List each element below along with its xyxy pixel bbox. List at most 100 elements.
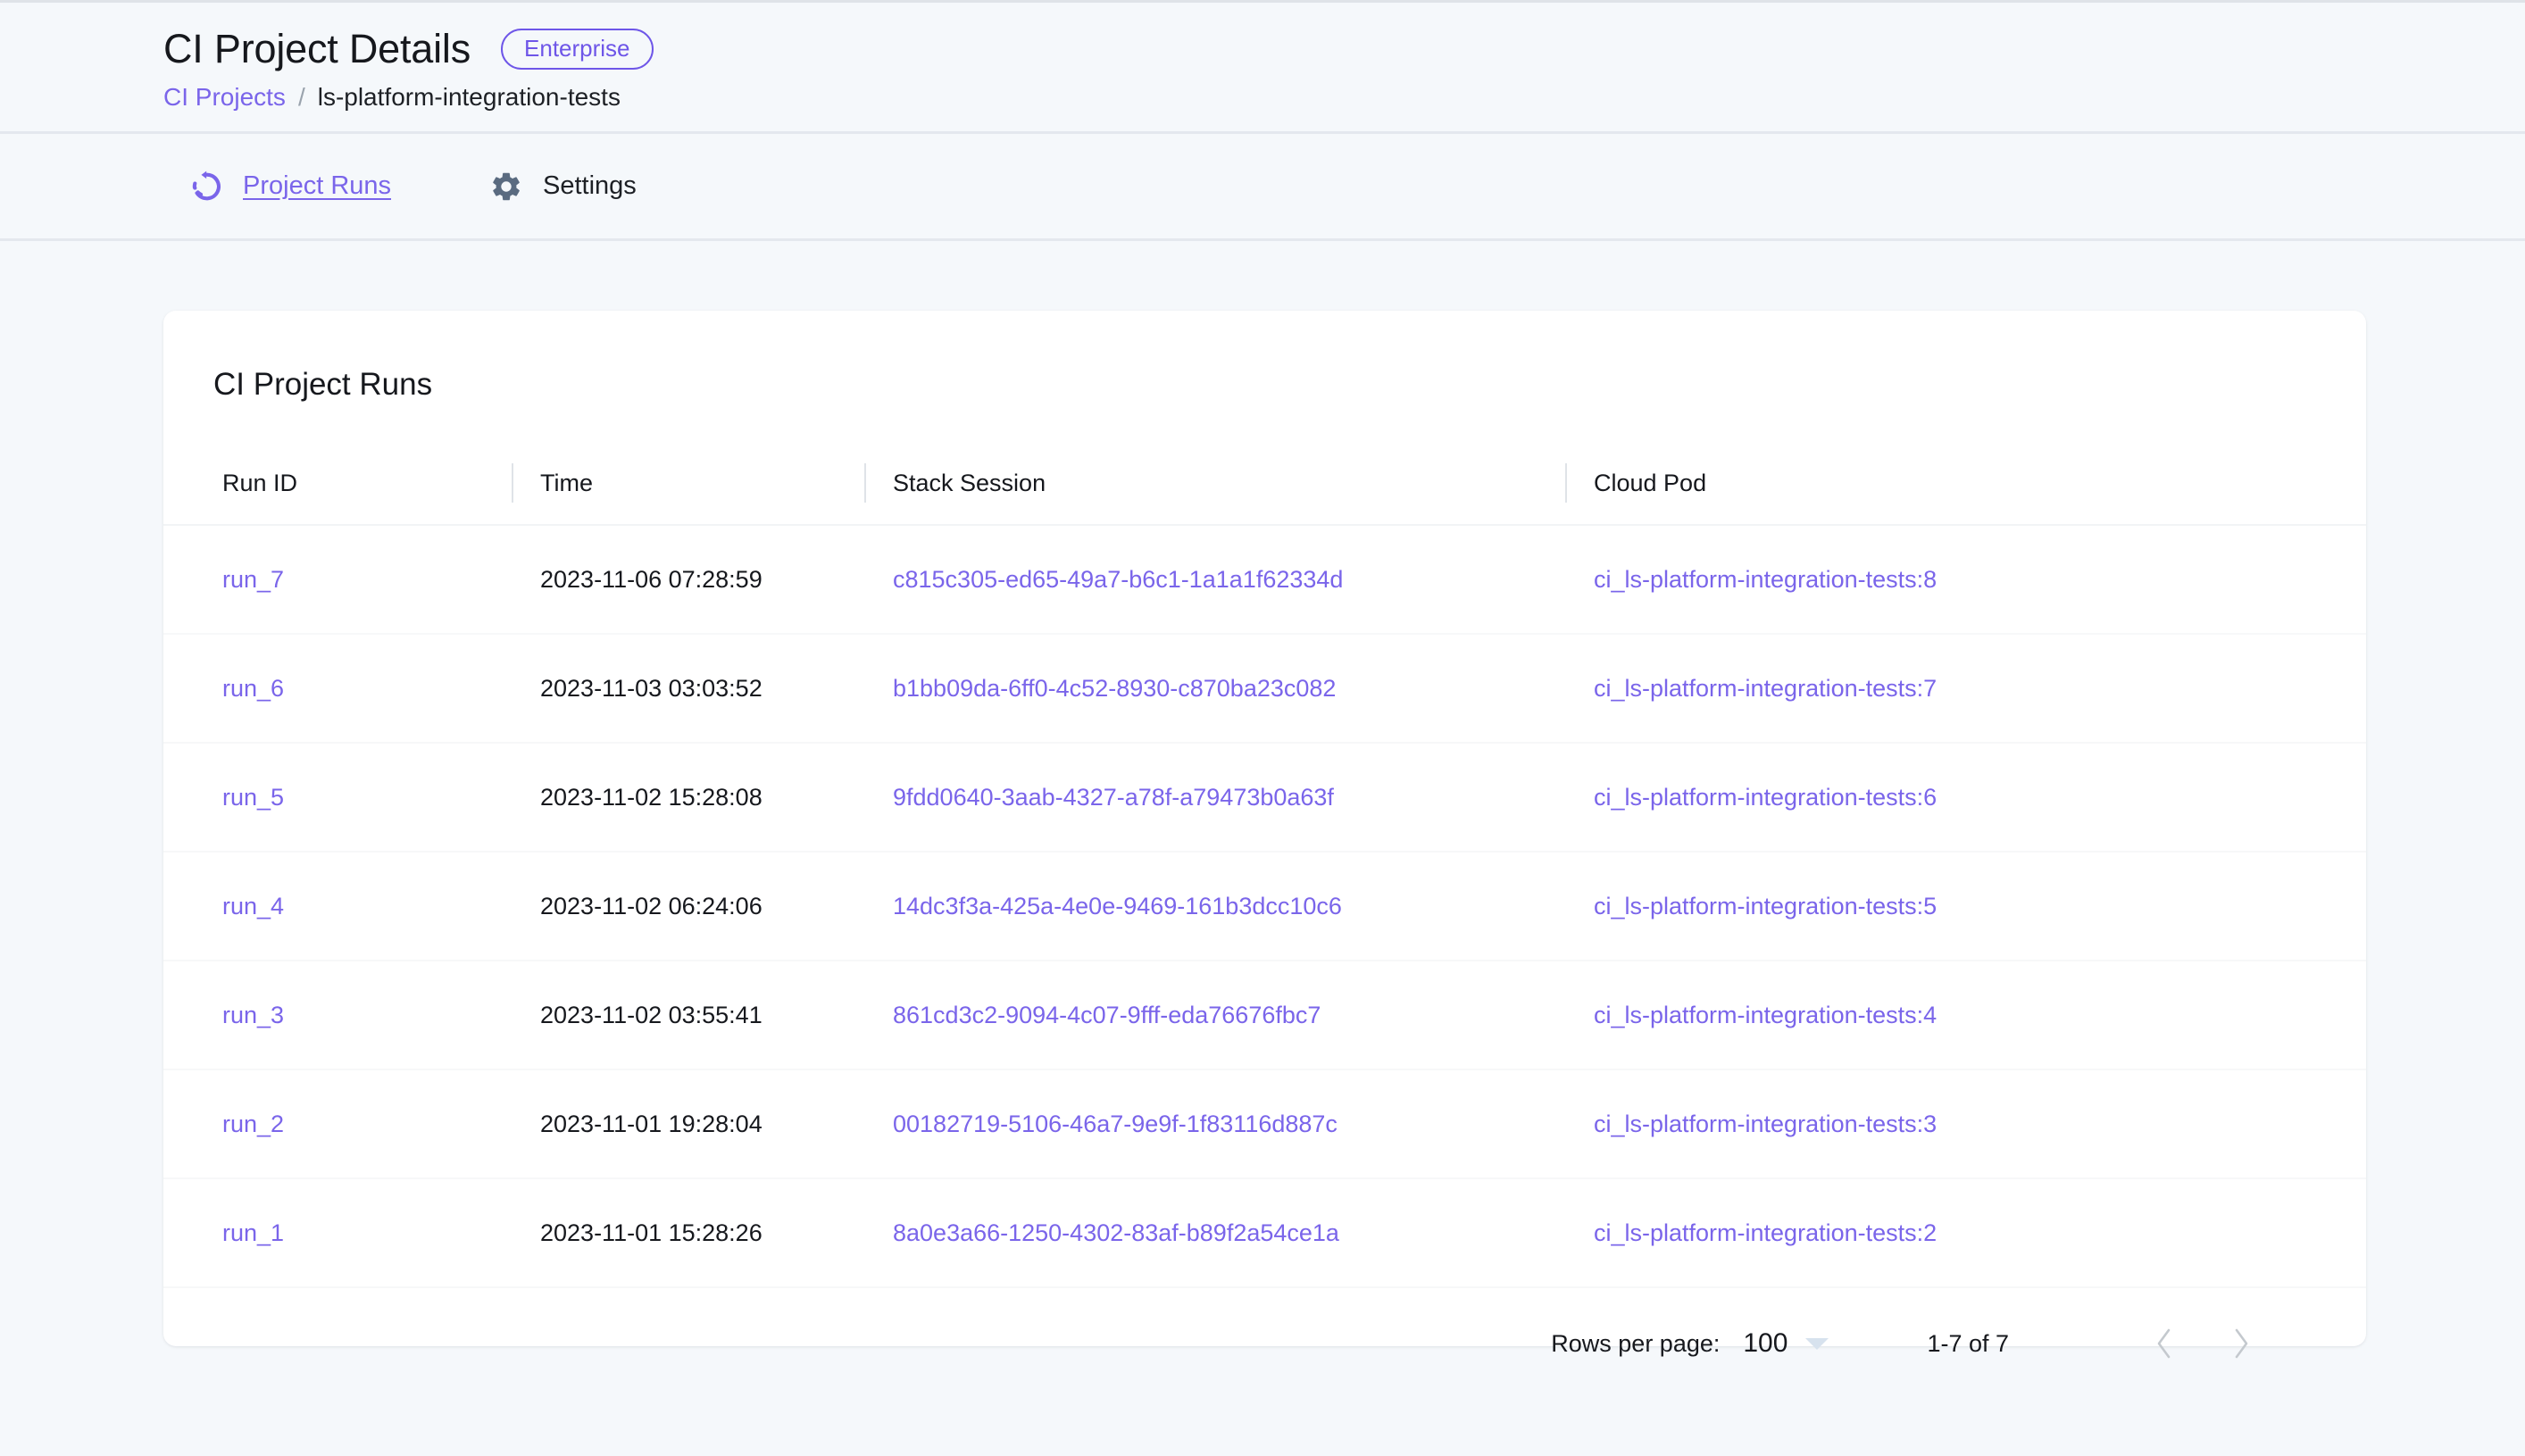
cell-cloud-pod-link[interactable]: ci_ls-platform-integration-tests:6	[1594, 784, 1938, 811]
column-divider	[1565, 463, 1567, 503]
table-row: run_2 2023-11-01 19:28:04 00182719-5106-46…	[163, 1069, 2366, 1179]
cell-time: 2023-11-02 03:55:41	[512, 961, 864, 1070]
cell-cloud-pod-link[interactable]: ci_ls-platform-integration-tests:5	[1594, 893, 1938, 919]
previous-page-button[interactable]	[2145, 1324, 2184, 1363]
column-header-run-id: Run ID	[163, 470, 512, 526]
cell-time-text: 2023-11-03 03:03:52	[540, 675, 762, 702]
cell-time-text: 2023-11-01 19:28:04	[540, 1111, 762, 1137]
cell-run-id-link[interactable]: run_1	[222, 1219, 285, 1246]
cell-stack-session-link[interactable]: 00182719-5106-46a7-9e9f-1f83116d887c	[893, 1111, 1338, 1137]
cell-run-id-link[interactable]: run_6	[222, 675, 285, 702]
ci-project-runs-table: Run ID Time Stack Session Cloud Pod	[163, 463, 2366, 1288]
column-divider	[864, 463, 866, 503]
cell-stack-session: 9fdd0640-3aab-4327-a78f-a79473b0a63f	[864, 743, 1565, 853]
cell-stack-session-link[interactable]: c815c305-ed65-49a7-b6c1-1a1a1f62334d	[893, 566, 1344, 593]
cell-stack-session-link[interactable]: 861cd3c2-9094-4c07-9fff-eda76676fbc7	[893, 1002, 1321, 1028]
table-body: run_7 2023-11-06 07:28:59 c815c305-ed65-49…	[163, 525, 2366, 1288]
column-header-cloud-pod: Cloud Pod	[1565, 463, 2366, 526]
cell-cloud-pod: ci_ls-platform-integration-tests:7	[1565, 634, 2366, 744]
cell-run-id: run_6	[163, 634, 512, 744]
breadcrumb: CI Projects / ls-platform-integration-te…	[163, 82, 2525, 112]
cell-run-id: run_4	[163, 852, 512, 961]
cell-cloud-pod: ci_ls-platform-integration-tests:5	[1565, 852, 2366, 961]
pagination-range: 1-7 of 7	[1927, 1329, 2009, 1357]
status-badge: Enterprise	[501, 28, 654, 70]
cell-cloud-pod-link[interactable]: ci_ls-platform-integration-tests:4	[1594, 1002, 1938, 1028]
cell-cloud-pod-link[interactable]: ci_ls-platform-integration-tests:3	[1594, 1111, 1938, 1137]
cell-run-id: run_5	[163, 743, 512, 853]
cell-time: 2023-11-03 03:03:52	[512, 634, 864, 744]
cell-run-id-link[interactable]: run_7	[222, 566, 285, 593]
column-header-label: Cloud Pod	[1594, 470, 1707, 496]
cell-cloud-pod: ci_ls-platform-integration-tests:8	[1565, 525, 2366, 635]
column-header-label: Stack Session	[893, 470, 1046, 496]
cell-stack-session: 8a0e3a66-1250-4302-83af-b89f2a54ce1a	[864, 1178, 1565, 1288]
cell-cloud-pod-link[interactable]: ci_ls-platform-integration-tests:8	[1594, 566, 1938, 593]
column-header-time: Time	[512, 463, 864, 526]
table-row: run_5 2023-11-02 15:28:08 9fdd0640-3aab-43…	[163, 743, 2366, 853]
tab-settings[interactable]: Settings	[489, 170, 637, 204]
column-header-label: Time	[540, 470, 593, 496]
column-header-stack-session: Stack Session	[864, 463, 1565, 526]
cell-stack-session-link[interactable]: 8a0e3a66-1250-4302-83af-b89f2a54ce1a	[893, 1219, 1339, 1246]
card-title: CI Project Runs	[213, 367, 433, 402]
cell-time-text: 2023-11-06 07:28:59	[540, 566, 762, 593]
gear-icon	[489, 170, 523, 204]
table-row: run_4 2023-11-02 06:24:06 14dc3f3a-425a-4e…	[163, 852, 2366, 961]
tab-label-project-runs: Project Runs	[243, 171, 392, 201]
tab-label-settings: Settings	[543, 171, 637, 201]
cell-stack-session: 14dc3f3a-425a-4e0e-9469-161b3dcc10c6	[864, 852, 1565, 961]
table-row: run_7 2023-11-06 07:28:59 c815c305-ed65-49…	[163, 525, 2366, 635]
cell-stack-session: 00182719-5106-46a7-9e9f-1f83116d887c	[864, 1069, 1565, 1179]
cell-cloud-pod-link[interactable]: ci_ls-platform-integration-tests:2	[1594, 1219, 1938, 1246]
cell-stack-session-link[interactable]: 14dc3f3a-425a-4e0e-9469-161b3dcc10c6	[893, 893, 1342, 919]
breadcrumb-current: ls-platform-integration-tests	[317, 82, 621, 111]
title-row: CI Project Details Enterprise	[163, 26, 2525, 72]
ci-project-runs-card: CI Project Runs Run ID Time	[163, 311, 2366, 1359]
breadcrumb-separator: /	[297, 82, 305, 111]
column-header-label: Run ID	[222, 470, 298, 496]
column-divider	[512, 463, 513, 503]
chevron-down-icon[interactable]	[1805, 1337, 1829, 1350]
next-page-button[interactable]	[2221, 1324, 2261, 1363]
cell-time-text: 2023-11-02 03:55:41	[540, 1002, 762, 1028]
table-row: run_1 2023-11-01 15:28:26 8a0e3a66-1250-43…	[163, 1178, 2366, 1288]
cell-time: 2023-11-02 06:24:06	[512, 852, 864, 961]
cell-cloud-pod: ci_ls-platform-integration-tests:6	[1565, 743, 2366, 853]
cell-run-id-link[interactable]: run_3	[222, 1002, 285, 1028]
cell-time-text: 2023-11-01 15:28:26	[540, 1219, 762, 1246]
cell-cloud-pod: ci_ls-platform-integration-tests:4	[1565, 961, 2366, 1070]
table-row: run_6 2023-11-03 03:03:52 b1bb09da-6ff0-4c…	[163, 634, 2366, 744]
cell-run-id: run_7	[163, 525, 512, 635]
cell-run-id-link[interactable]: run_2	[222, 1111, 285, 1137]
cell-run-id-link[interactable]: run_5	[222, 784, 285, 811]
tab-project-runs[interactable]: Project Runs	[189, 170, 391, 204]
cell-time: 2023-11-01 19:28:04	[512, 1069, 864, 1179]
cell-run-id: run_1	[163, 1178, 512, 1288]
cell-stack-session: 861cd3c2-9094-4c07-9fff-eda76676fbc7	[864, 961, 1565, 1070]
cell-time: 2023-11-02 15:28:08	[512, 743, 864, 853]
table-head: Run ID Time Stack Session Cloud Pod	[163, 463, 2366, 526]
cell-time-text: 2023-11-02 15:28:08	[540, 784, 762, 811]
cell-time: 2023-11-06 07:28:59	[512, 525, 864, 635]
cell-stack-session-link[interactable]: 9fdd0640-3aab-4327-a78f-a79473b0a63f	[893, 784, 1334, 811]
page-title: CI Project Details	[163, 26, 471, 71]
table-row: run_3 2023-11-02 03:55:41 861cd3c2-9094-4c…	[163, 961, 2366, 1070]
table-header-row: Run ID Time Stack Session Cloud Pod	[163, 463, 2366, 526]
rows-per-page-value[interactable]: 100	[1743, 1328, 1788, 1358]
cell-cloud-pod: ci_ls-platform-integration-tests:2	[1565, 1178, 2366, 1288]
tab-bar: Project Runs Settings	[0, 134, 2525, 242]
rows-per-page-label: Rows per page:	[1551, 1329, 1721, 1357]
rotate-ccw-icon	[189, 170, 223, 204]
cell-stack-session-link[interactable]: b1bb09da-6ff0-4c52-8930-c870ba23c082	[893, 675, 1337, 702]
cell-cloud-pod: ci_ls-platform-integration-tests:3	[1565, 1069, 2366, 1179]
pagination: Rows per page: 100 1-7 of 7	[163, 1288, 2366, 1363]
cell-time-text: 2023-11-02 06:24:06	[540, 893, 762, 919]
cell-run-id-link[interactable]: run_4	[222, 893, 285, 919]
cell-stack-session: b1bb09da-6ff0-4c52-8930-c870ba23c082	[864, 634, 1565, 744]
cell-run-id: run_3	[163, 961, 512, 1070]
breadcrumb-link-ci-projects[interactable]: CI Projects	[163, 82, 286, 111]
cell-cloud-pod-link[interactable]: ci_ls-platform-integration-tests:7	[1594, 675, 1938, 702]
cell-stack-session: c815c305-ed65-49a7-b6c1-1a1a1f62334d	[864, 525, 1565, 635]
